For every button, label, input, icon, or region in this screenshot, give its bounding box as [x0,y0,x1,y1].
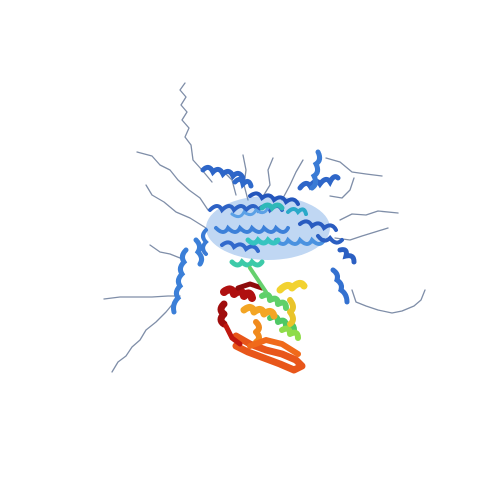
helix-cyan [229,202,308,268]
loop-red [235,281,265,291]
helix-core [201,228,209,256]
coil-tail [351,289,426,314]
helix-green [259,291,289,311]
disordered-coils [103,82,426,373]
helix-segment [245,236,281,246]
sheet-orange-red [247,337,301,357]
coil-tail [339,210,399,221]
coil-tail [145,184,207,229]
helix-core [230,206,270,219]
helix-green [279,325,301,341]
helix-segment [286,207,308,216]
helix-orange [240,303,278,320]
helix-yellow [287,297,296,327]
helix-segment [259,202,285,212]
helix-core [220,240,260,253]
coil-tail [103,295,181,300]
helix-segment [337,247,357,265]
domain-warm [217,266,308,374]
coil-tail [111,299,177,373]
sheet-orange-red [232,332,306,374]
coil-tail [179,82,213,183]
helix-core [248,191,300,206]
helix-periphery-blue [171,149,357,315]
coil-tail [149,244,181,259]
helix-segment [232,176,254,189]
helix-segment [200,164,246,181]
coil-tail [281,159,304,201]
helix-segment [309,149,323,191]
helix-red [217,300,228,328]
helix-core [316,234,344,245]
helix-core-blue [201,191,344,260]
loop-green [248,266,268,294]
coil-tail [334,227,389,241]
coil-tail [261,157,274,199]
helix-segment [193,237,205,267]
helix-segment [330,267,350,305]
helix-yellow [276,279,308,294]
helix-segment [229,258,265,268]
loop-red [223,323,243,347]
helix-core [298,219,338,232]
coil-tail [329,177,355,199]
helix-core [208,204,284,214]
helix-red [220,285,256,302]
helix-core [274,236,326,246]
helix-segment [171,247,189,315]
coil-tail [136,151,209,211]
helix-core [214,224,290,234]
helix-orange [253,319,262,345]
coil-tail [325,157,383,177]
helix-segment [297,174,341,191]
